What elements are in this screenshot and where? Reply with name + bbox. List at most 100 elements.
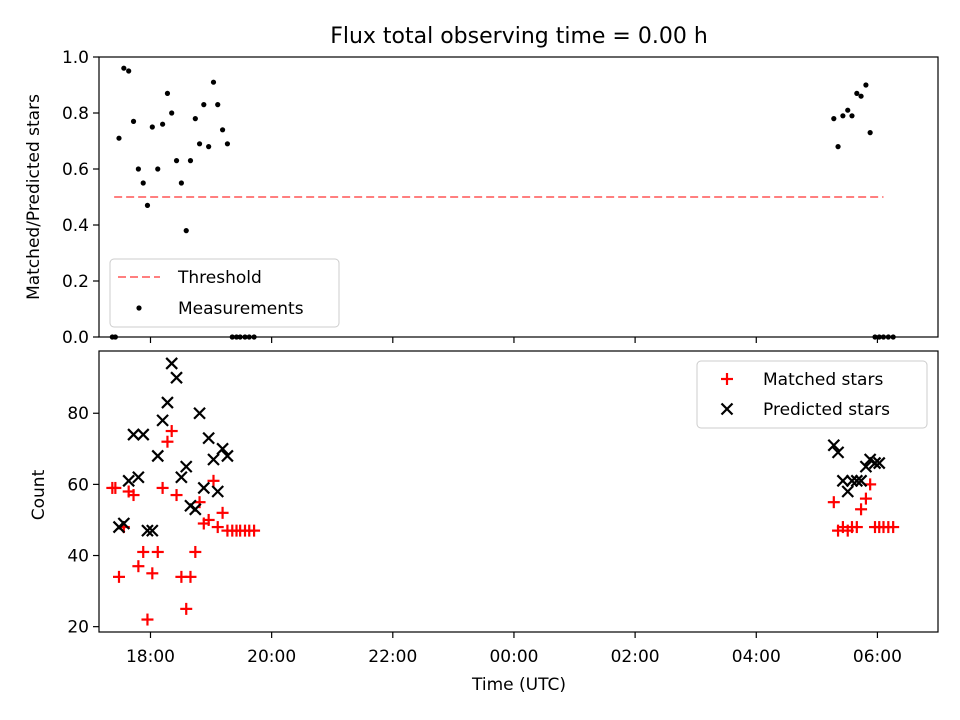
measurement-point — [224, 141, 231, 147]
measurement-point — [187, 158, 194, 164]
matched-star-point — [248, 524, 261, 537]
bottom-legend: Matched stars Predicted stars — [696, 360, 928, 429]
top-y-tick-label: 0.8 — [62, 104, 89, 124]
predicted-star-point — [872, 456, 886, 470]
bottom-y-axis-label: Count — [29, 469, 49, 520]
measurement-point — [140, 180, 146, 186]
legend-measurements-swatch — [136, 305, 142, 311]
matched-star-point — [170, 489, 183, 502]
legend-predicted-label: Predicted stars — [763, 400, 890, 420]
matched-star-point — [132, 560, 145, 573]
measurement-point — [144, 202, 151, 208]
measurement-point — [135, 166, 141, 172]
top-plot-frame — [98, 56, 939, 338]
top-y-tick-label: 0.4 — [62, 216, 89, 236]
measurement-point — [845, 107, 851, 113]
measurement-point — [183, 228, 189, 234]
predicted-star-point — [189, 503, 202, 516]
predicted-star-point — [161, 396, 174, 409]
matched-star-point — [165, 425, 178, 438]
predicted-star-point — [216, 442, 229, 456]
measurement-point — [164, 90, 171, 96]
matched-stars-points — [106, 425, 900, 626]
predicted-star-point — [175, 470, 188, 484]
top-legend-box — [109, 258, 340, 328]
predicted-star-point — [141, 524, 154, 537]
measurement-point — [126, 68, 132, 74]
ratio-panel: Flux total observing time = 0.00 h Match… — [24, 24, 939, 348]
matched-star-point — [161, 435, 174, 448]
chart-title: Flux total observing time = 0.00 h — [330, 24, 708, 49]
predicted-star-point — [179, 460, 193, 473]
measurement-point — [215, 102, 221, 108]
predicted-star-point — [841, 485, 855, 498]
top-x-ticks — [149, 337, 879, 343]
legend-matched-swatch — [721, 373, 733, 385]
matched-star-point — [216, 506, 229, 519]
measurement-point — [219, 127, 226, 133]
measurement-point — [867, 130, 873, 136]
top-legend: Threshold Measurements — [109, 258, 340, 328]
matched-star-point — [189, 545, 202, 558]
matched-star-point — [156, 481, 169, 494]
matched-star-point — [146, 567, 159, 580]
measurement-point — [206, 144, 212, 150]
legend-x-marker — [720, 402, 734, 416]
bottom-y-ticks: 20 40 60 80 — [67, 404, 99, 638]
predicted-star-point — [146, 524, 159, 537]
matched-star-point — [202, 513, 215, 526]
matched-star-point — [184, 570, 197, 583]
measurement-point — [121, 65, 127, 71]
predicted-star-point — [193, 406, 206, 420]
x-tick-label: 20:00 — [247, 647, 296, 667]
predicted-star-point — [170, 371, 183, 384]
bottom-y-tick-label: 20 — [67, 618, 89, 638]
measurement-point — [858, 93, 864, 99]
x-tick-label: 06:00 — [853, 647, 902, 667]
predicted-star-point — [845, 474, 859, 488]
predicted-stars-points — [112, 357, 886, 537]
bottom-y-tick-label: 60 — [67, 475, 89, 495]
x-tick-label: 22:00 — [368, 647, 417, 667]
predicted-star-point — [156, 414, 169, 427]
matched-star-point — [207, 474, 220, 487]
matched-star-point — [109, 481, 122, 494]
measurement-point — [160, 121, 166, 127]
matched-star-point — [112, 570, 125, 583]
bottom-plot-frame — [98, 350, 939, 633]
predicted-star-point — [117, 517, 131, 530]
measurement-point — [863, 82, 869, 88]
matched-star-point — [151, 545, 164, 558]
predicted-star-point — [202, 431, 215, 445]
predicted-star-point — [122, 474, 135, 488]
legend-predicted-swatch — [720, 402, 734, 416]
predicted-star-point — [132, 470, 145, 484]
measurement-point — [201, 102, 207, 108]
measurement-point — [854, 90, 860, 96]
predicted-star-point — [151, 449, 165, 463]
top-y-tick-label: 0.6 — [62, 160, 89, 180]
measurement-point — [210, 79, 217, 85]
predicted-star-point — [127, 428, 140, 441]
matched-star-point — [887, 521, 900, 534]
measurement-point — [196, 141, 203, 147]
matched-star-point — [137, 545, 150, 558]
matched-star-point — [859, 492, 872, 505]
measurement-point — [840, 113, 846, 119]
predicted-star-point — [836, 474, 850, 488]
measurement-point — [116, 135, 122, 141]
predicted-star-point — [221, 449, 234, 463]
measurement-point — [130, 118, 137, 124]
top-y-tick-label: 1.0 — [62, 48, 89, 68]
legend-plus-marker — [721, 373, 733, 385]
matched-star-point — [827, 496, 840, 509]
bottom-legend-box — [696, 360, 928, 429]
legend-threshold-label: Threshold — [177, 268, 262, 288]
matched-star-point — [141, 613, 154, 626]
measurement-point — [155, 166, 161, 172]
predicted-star-point — [211, 485, 225, 498]
predicted-star-point — [831, 446, 845, 459]
measurement-point — [149, 124, 155, 130]
measurement-point — [831, 116, 837, 122]
